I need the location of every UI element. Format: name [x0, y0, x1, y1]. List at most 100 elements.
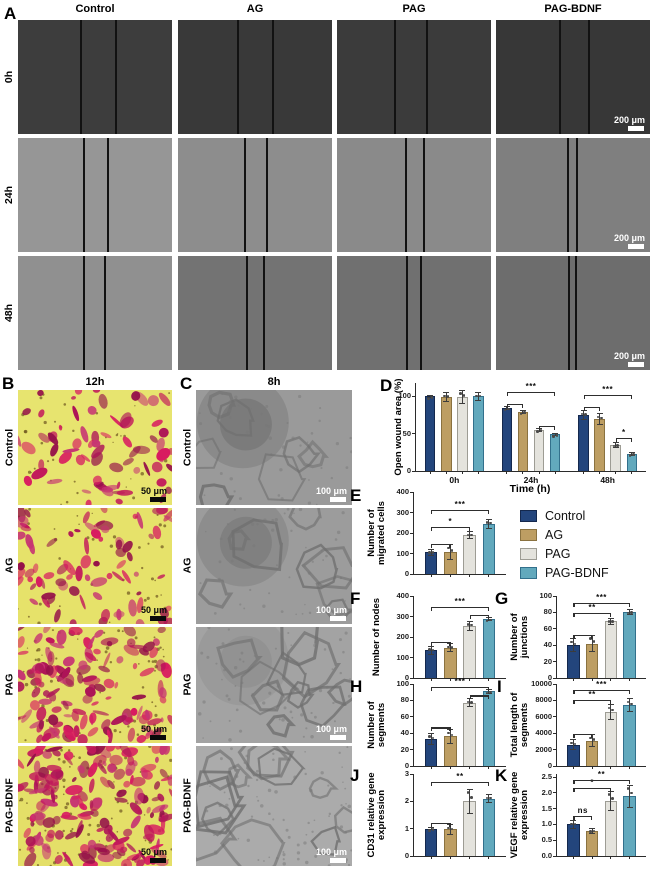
- x-tick: [469, 678, 471, 681]
- error-bar-cap: [580, 419, 587, 421]
- data-point: [580, 412, 584, 416]
- error-bar-cap: [552, 432, 559, 434]
- legend-entry: PAG: [520, 544, 609, 563]
- col-header-pag-bdnf: PAG-BDNF: [544, 3, 602, 15]
- y-tick-label: 200: [396, 528, 409, 537]
- bar-pag-bdnf: [482, 798, 496, 856]
- wound-image-control-24h: [18, 138, 172, 252]
- error-bar-cap: [443, 392, 450, 394]
- sig-label: ***: [525, 381, 537, 391]
- sig-bracket-end: [487, 607, 490, 612]
- data-point: [507, 407, 510, 411]
- error-bar: [591, 734, 593, 747]
- data-point: [450, 549, 454, 552]
- y-tick-label: 0: [547, 673, 552, 682]
- panel-letter-d: D: [380, 376, 393, 395]
- sig-bracket: [431, 727, 451, 729]
- row-label-c-pag: PAG: [181, 673, 193, 696]
- y-tick: [553, 716, 557, 718]
- chart-e-plot: 0 100 200 300 400 * ***: [396, 487, 506, 578]
- error-bar-cap: [428, 645, 435, 647]
- scale-bar-label: 100 μm: [315, 486, 347, 496]
- data-point: [466, 791, 470, 794]
- error-bar: [591, 635, 593, 652]
- row-label-c-control: Control: [181, 428, 193, 467]
- wound-image-pag-48h: [337, 256, 491, 370]
- sig-bracket-end: [487, 781, 490, 786]
- data-point: [428, 648, 431, 651]
- error-bar-cap: [519, 413, 526, 415]
- data-point: [447, 731, 450, 735]
- bar-pag: [463, 702, 477, 766]
- y-tick: [410, 683, 414, 685]
- error-bar-cap: [596, 413, 603, 415]
- error-bar: [629, 698, 631, 712]
- row-label-b-pag: PAG: [3, 673, 15, 696]
- y-tick-label: 40: [543, 640, 552, 650]
- data-point: [626, 700, 630, 704]
- bar-pag-bdnf: [623, 705, 636, 766]
- error-bar: [610, 618, 612, 625]
- row-label-c-pag-bdnf: PAG-BDNF: [181, 778, 193, 833]
- wound-image-control-48h: [18, 256, 172, 370]
- chart-j-ylabel: CD31 relative gene expression: [365, 772, 387, 858]
- sig-bracket-end: [554, 426, 556, 431]
- scale-bar-label: 50 μm: [140, 847, 167, 857]
- data-point: [611, 708, 614, 712]
- bar-pag-bdnf: [482, 523, 496, 574]
- sig-bracket: [431, 543, 451, 545]
- error-bar: [629, 609, 631, 615]
- sig-bracket: [431, 510, 489, 512]
- error-bar-cap: [607, 617, 614, 619]
- y-tick-label: 3: [404, 769, 409, 778]
- sig-label: ***: [596, 592, 607, 602]
- data-point: [466, 533, 470, 537]
- error-bar: [488, 689, 490, 693]
- sig-bracket: [469, 695, 489, 697]
- x-tick: [469, 574, 471, 577]
- y-tick: [410, 773, 414, 775]
- sig-bracket: [506, 403, 523, 406]
- legend-swatch-pag: [520, 547, 537, 560]
- x-tick: [591, 678, 593, 681]
- error-bar: [469, 531, 471, 539]
- error-bar-cap: [607, 704, 614, 705]
- y-tick: [410, 677, 414, 679]
- sig-bracket-end: [591, 815, 593, 820]
- data-point: [589, 637, 592, 640]
- data-point: [485, 521, 489, 524]
- scale-bar: [150, 497, 166, 502]
- migration-image-pag-bdnf: 50 μm: [18, 746, 172, 866]
- sig-bracket-end: [573, 699, 575, 704]
- error-bar: [610, 791, 612, 811]
- data-point: [573, 742, 577, 746]
- data-point: [612, 444, 616, 448]
- scale-bar-label: 200 μm: [613, 351, 645, 361]
- wound-image-control-0h: [18, 20, 172, 134]
- data-point: [447, 546, 450, 550]
- bar-ag: [594, 418, 605, 471]
- sig-bracket-end: [431, 781, 433, 786]
- sig-label: *: [590, 778, 594, 788]
- y-tick: [410, 512, 414, 513]
- y-tick: [410, 636, 414, 638]
- error-bar: [554, 433, 556, 436]
- error-bar-cap: [626, 609, 633, 611]
- data-point: [446, 395, 450, 398]
- wound-image-ag-24h: [178, 138, 332, 252]
- y-tick: [553, 808, 557, 810]
- legend-swatch-control: [520, 509, 537, 522]
- y-tick: [410, 800, 414, 802]
- data-point: [489, 521, 492, 525]
- y-tick-label: 0: [404, 761, 409, 770]
- y-tick-label: 200: [396, 632, 409, 641]
- data-point: [503, 408, 507, 412]
- y-tick-label: 300: [396, 611, 409, 621]
- wound-image-ag-0h: [178, 20, 332, 134]
- chart-k-ylabel: VEGF relative gene expression: [508, 771, 530, 859]
- y-tick: [553, 677, 557, 679]
- scale-bar: [150, 735, 166, 740]
- x-tick: [629, 678, 631, 681]
- y-tick-label: 6000: [535, 711, 552, 721]
- sig-bracket: [573, 815, 593, 817]
